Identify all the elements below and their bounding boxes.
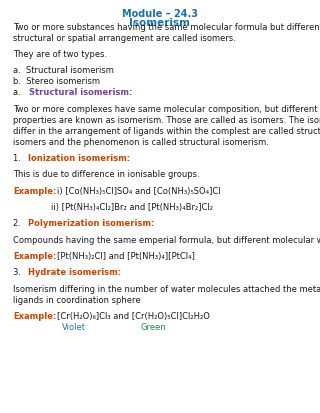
Text: This is due to difference in ionisable groups.: This is due to difference in ionisable g… [13, 170, 199, 179]
Text: Polymerization isomerism:: Polymerization isomerism: [28, 219, 154, 228]
Text: Module – 24.3: Module – 24.3 [122, 9, 198, 19]
Text: a.  Structural isomerism: a. Structural isomerism [13, 66, 114, 75]
Text: Ionization isomerism:: Ionization isomerism: [28, 154, 130, 163]
Text: Hydrate isomerism:: Hydrate isomerism: [28, 268, 121, 277]
Text: Example:: Example: [13, 186, 56, 195]
Text: Isomerism: Isomerism [130, 18, 190, 28]
Text: Example:: Example: [13, 311, 56, 320]
Text: 1.: 1. [13, 154, 26, 163]
Text: structural or spatial arrangement are called isomers.: structural or spatial arrangement are ca… [13, 34, 236, 43]
Text: [Pt(NH₃)₂Cl] and [Pt(NH₃)₄][PtCl₄]: [Pt(NH₃)₂Cl] and [Pt(NH₃)₄][PtCl₄] [57, 252, 195, 261]
Text: Compounds having the same emperial formula, but different molecular weights.: Compounds having the same emperial formu… [13, 235, 320, 244]
Text: b.  Stereo isomerism: b. Stereo isomerism [13, 77, 100, 86]
Text: isomers and the phenomenon is called structural isomerism.: isomers and the phenomenon is called str… [13, 137, 269, 146]
Text: i) [Co(NH₃)₅Cl]SO₄ and [Co(NH₃)₅SO₄]Cl: i) [Co(NH₃)₅Cl]SO₄ and [Co(NH₃)₅SO₄]Cl [57, 186, 220, 195]
Text: [Cr(H₂O)₆]Cl₃ and [Cr(H₂O)₅Cl]Cl₂H₂O: [Cr(H₂O)₆]Cl₃ and [Cr(H₂O)₅Cl]Cl₂H₂O [57, 311, 210, 320]
Text: differ in the arrangement of ligands within the complest are called structural: differ in the arrangement of ligands wit… [13, 126, 320, 135]
Text: Example:: Example: [13, 252, 56, 261]
Text: 2.: 2. [13, 219, 26, 228]
Text: Two or more complexes have same molecular composition, but different: Two or more complexes have same molecula… [13, 104, 317, 114]
Text: 3.: 3. [13, 268, 26, 277]
Text: They are of two types.: They are of two types. [13, 50, 107, 59]
Text: ligands in coordination sphere: ligands in coordination sphere [13, 295, 140, 304]
Text: a.: a. [13, 88, 26, 97]
Text: Two or more substances having the same molecular formula but different: Two or more substances having the same m… [13, 23, 320, 32]
Text: Green: Green [141, 322, 166, 331]
Text: Isomerism differing in the number of water molecules attached the metal ion as: Isomerism differing in the number of wat… [13, 284, 320, 293]
Text: Violet: Violet [62, 322, 86, 331]
Text: Structural isomerism:: Structural isomerism: [29, 88, 133, 97]
Text: ii) [Pt(NH₃)₄Cl₂]Br₂ and [Pt(NH₃)₄Br₂]Cl₂: ii) [Pt(NH₃)₄Cl₂]Br₂ and [Pt(NH₃)₄Br₂]Cl… [51, 202, 213, 211]
Text: properties are known as isomerism. Those are called as isomers. The isomers: properties are known as isomerism. Those… [13, 115, 320, 124]
